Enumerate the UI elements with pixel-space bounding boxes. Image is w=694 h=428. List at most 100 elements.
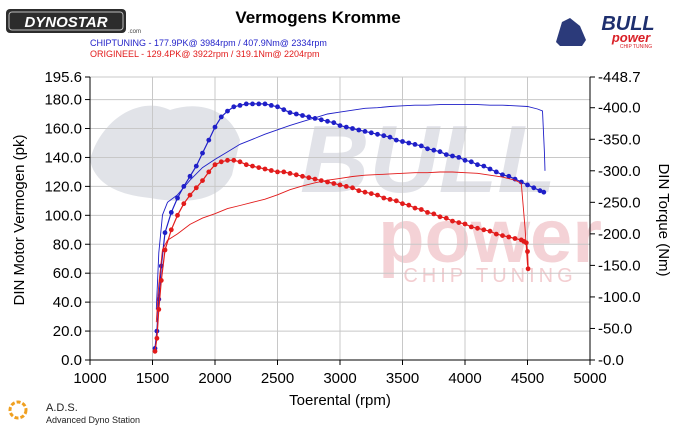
data-point-origineel — [387, 197, 393, 202]
data-point-chiptuning — [250, 101, 255, 107]
series-origineel-power — [152, 157, 531, 354]
series-chiptuning-power — [152, 101, 547, 351]
data-point-chiptuning — [218, 114, 224, 120]
data-point-origineel — [381, 195, 387, 201]
data-point-origineel — [243, 162, 249, 168]
data-point-chiptuning — [541, 189, 547, 195]
ads-logo-icon — [8, 400, 28, 420]
data-point-origineel — [437, 214, 443, 220]
data-point-chiptuning — [368, 130, 374, 136]
data-point-origineel — [481, 227, 487, 233]
data-point-origineel — [525, 249, 530, 254]
y-right-tick-label: -0.0 — [598, 352, 624, 369]
data-point-origineel — [262, 166, 268, 172]
y-right-tick-label: -150.0 — [598, 257, 641, 274]
x-tick-label: 1500 — [136, 370, 169, 387]
data-point-chiptuning — [162, 230, 168, 236]
data-point-origineel — [406, 202, 412, 208]
data-point-origineel — [368, 191, 374, 197]
data-point-chiptuning — [206, 137, 212, 143]
data-point-chiptuning — [531, 185, 537, 191]
data-point-origineel — [250, 163, 255, 169]
x-tick-label: 2000 — [198, 370, 231, 387]
data-point-chiptuning — [187, 173, 193, 179]
data-point-chiptuning — [450, 153, 455, 159]
data-point-chiptuning — [400, 139, 405, 144]
y-right-tick-label: -200.0 — [598, 226, 641, 243]
data-point-origineel — [450, 218, 455, 224]
data-point-chiptuning — [243, 101, 249, 107]
bull-logo-icon — [556, 18, 586, 46]
y-left-tick-label: 0.0 — [61, 352, 82, 369]
data-point-origineel — [268, 168, 274, 173]
data-point-chiptuning — [343, 124, 349, 130]
data-point-chiptuning — [431, 147, 437, 153]
data-point-chiptuning — [406, 140, 412, 146]
data-point-origineel — [443, 215, 449, 221]
data-point-chiptuning — [462, 157, 468, 163]
y-right-tick-label: -400.0 — [598, 100, 641, 117]
data-point-origineel — [487, 228, 493, 234]
data-point-origineel — [475, 225, 480, 231]
x-axis-ticks: 1000 1500 2000 2500 3000 3500 4000 4500 5000 — [73, 360, 607, 387]
data-point-chiptuning — [412, 142, 418, 147]
data-point-chiptuning — [337, 123, 343, 128]
data-point-origineel — [512, 236, 518, 241]
ads-logo: A.D.S. Advanced Dyno Station — [8, 400, 140, 425]
chip-tuning-logo-text: CHIP TUNING — [620, 44, 652, 50]
legend-chiptuning: CHIPTUNING - 177.9PK@ 3984rpm / 407.9Nm@… — [90, 38, 327, 48]
y-left-tick-label: 60.0 — [53, 265, 82, 282]
data-point-chiptuning — [475, 162, 480, 168]
y-right-tick-label: -100.0 — [598, 289, 641, 306]
data-point-origineel — [162, 247, 168, 253]
data-point-origineel — [356, 188, 362, 194]
data-point-chiptuning — [225, 108, 230, 114]
bull-power-logo: BULL power CHIP TUNING — [556, 13, 655, 50]
y-right-tick-label: -50.0 — [598, 320, 632, 337]
y-left-tick-label: 180.0 — [44, 92, 82, 109]
data-point-chiptuning — [525, 182, 530, 188]
data-point-chiptuning — [212, 124, 218, 130]
x-tick-label: 3000 — [323, 370, 356, 387]
x-tick-label: 3500 — [386, 370, 419, 387]
data-point-origineel — [225, 157, 230, 163]
series-line-chiptuning-torque — [155, 104, 546, 310]
data-point-chiptuning — [275, 104, 280, 110]
data-point-origineel — [200, 178, 205, 184]
data-point-chiptuning — [537, 188, 543, 194]
data-point-chiptuning — [256, 101, 262, 107]
x-tick-label: 5000 — [573, 370, 606, 387]
data-point-chiptuning — [443, 152, 449, 158]
dynostar-logo-text: DYNOSTAR — [24, 14, 107, 31]
data-point-chiptuning — [268, 103, 274, 108]
data-point-origineel — [218, 159, 224, 165]
data-point-origineel — [362, 189, 368, 195]
data-point-origineel — [181, 201, 187, 207]
data-point-origineel — [350, 185, 355, 191]
data-point-origineel — [456, 220, 462, 226]
data-point-origineel — [418, 207, 424, 212]
data-point-origineel — [187, 192, 193, 198]
data-point-chiptuning — [418, 143, 424, 149]
data-point-chiptuning — [375, 131, 380, 137]
y-right-tick-label: -300.0 — [598, 163, 641, 180]
data-point-origineel — [231, 157, 237, 163]
data-point-chiptuning — [200, 150, 205, 156]
y-axis-left-label: DIN Motor Vermogen (pk) — [11, 135, 28, 306]
data-point-chiptuning — [487, 166, 493, 172]
data-point-origineel — [343, 184, 349, 189]
data-point-origineel — [400, 201, 405, 207]
data-point-origineel — [493, 231, 499, 237]
data-point-chiptuning — [493, 169, 499, 175]
data-point-chiptuning — [231, 104, 237, 110]
data-point-origineel — [237, 159, 243, 165]
data-point-chiptuning — [437, 149, 443, 155]
right-axis-ticks: -448.7 -400.0 -350.0 -300.0 -250.0 -200.0 -150… — [590, 69, 641, 369]
data-point-origineel — [293, 172, 299, 178]
data-point-chiptuning — [481, 163, 487, 169]
data-point-origineel — [287, 171, 293, 176]
data-point-origineel — [412, 205, 418, 211]
data-point-origineel — [175, 212, 180, 218]
